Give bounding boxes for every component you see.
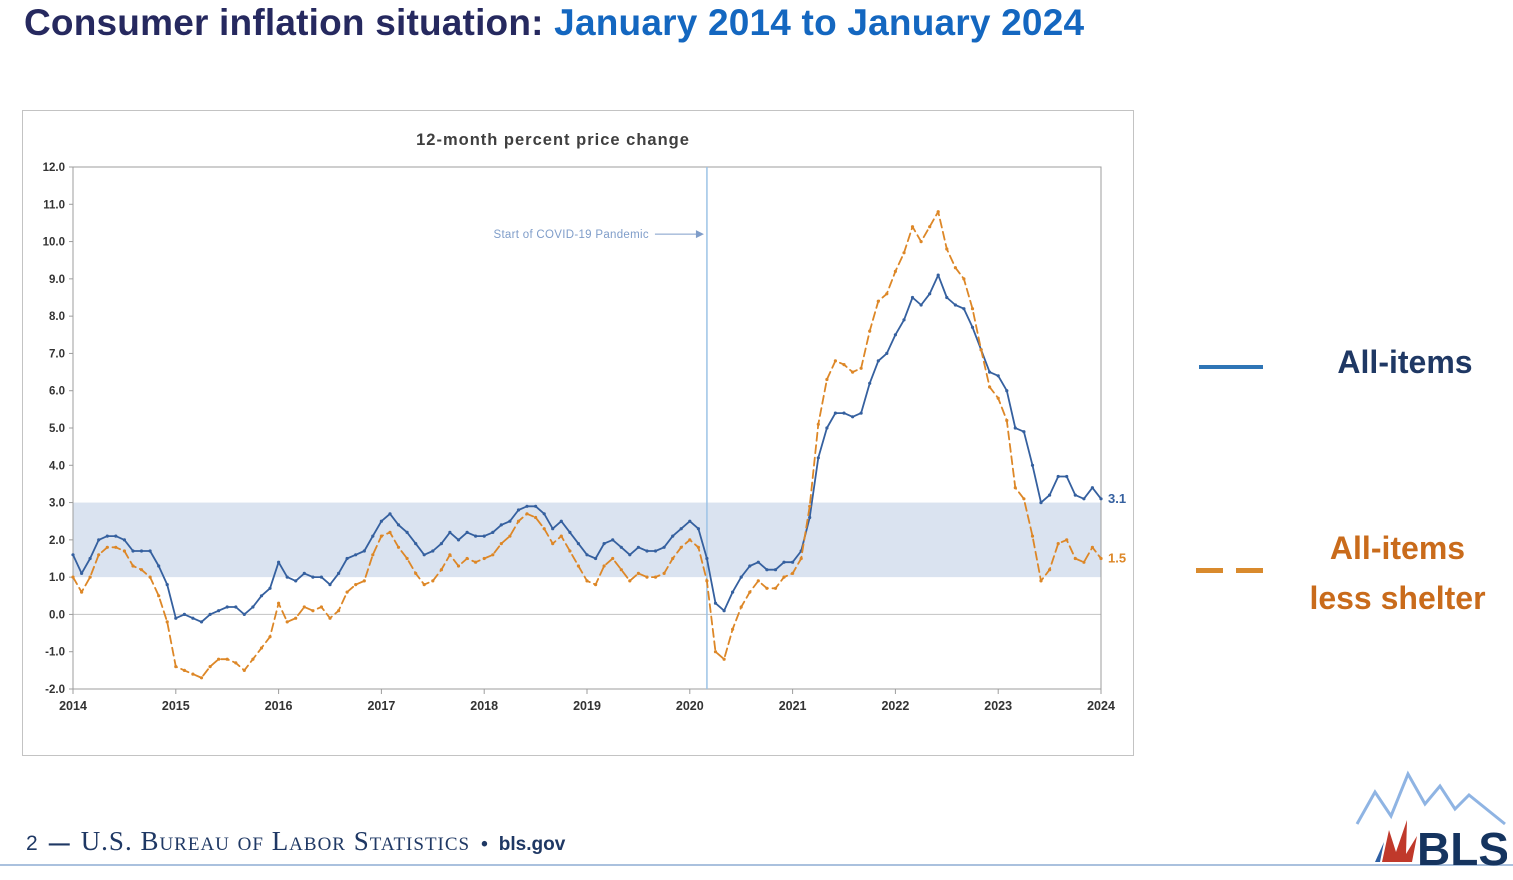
annotation-arrow-head bbox=[695, 230, 704, 239]
reference-band bbox=[73, 502, 1101, 578]
x-tick-label: 2014 bbox=[59, 699, 87, 713]
series-end-label: 3.1 bbox=[1108, 491, 1126, 506]
page-title: Consumer inflation situation: January 20… bbox=[24, 2, 1084, 44]
page-title-date-range: January 2014 to January 2024 bbox=[554, 2, 1085, 43]
logo-star-red bbox=[1382, 820, 1417, 862]
footer: 2 — U.S. Bureau of Labor Statistics • bl… bbox=[26, 826, 565, 857]
y-tick-label: 1.0 bbox=[49, 572, 65, 584]
x-tick-label: 2024 bbox=[1087, 699, 1115, 713]
x-tick-label: 2015 bbox=[162, 699, 190, 713]
logo-text: BLS bbox=[1417, 823, 1507, 870]
y-tick-label: 2.0 bbox=[49, 535, 65, 547]
y-tick-label: 11.0 bbox=[43, 199, 65, 211]
legend-less-shelter-line2: less shelter bbox=[1309, 579, 1486, 616]
x-axis: 2014 2015 2016 2017 2018 2019 2020 2021 2022 2023… bbox=[59, 689, 1115, 713]
y-tick-label: 3.0 bbox=[49, 498, 65, 510]
y-tick-label: 8.0 bbox=[49, 311, 65, 323]
x-tick-label: 2017 bbox=[367, 699, 395, 713]
x-tick-label: 2022 bbox=[881, 699, 909, 713]
covid-annotation-text: Start of COVID-19 Pandemic bbox=[493, 229, 648, 241]
chart-panel: 12-month percent price change 12.0 11.0 10… bbox=[22, 110, 1134, 756]
dash-segment bbox=[1236, 568, 1263, 573]
x-tick-label: 2019 bbox=[573, 699, 601, 713]
bls-logo: BLS bbox=[1355, 770, 1507, 870]
y-tick-label: 12.0 bbox=[43, 162, 65, 174]
slide-page-number: 2 bbox=[26, 832, 38, 855]
logo-star-blue bbox=[1375, 842, 1384, 862]
less-shelter-dash-swatch bbox=[1196, 568, 1263, 573]
covid-annotation: Start of COVID-19 Pandemic bbox=[493, 229, 704, 241]
all-items-line-swatch bbox=[1199, 365, 1263, 369]
y-tick-label: -1.0 bbox=[45, 647, 65, 659]
chart-title: 12-month percent price change bbox=[416, 131, 690, 149]
series-all-items: 3.1 bbox=[71, 273, 1126, 624]
x-tick-label: 2020 bbox=[676, 699, 704, 713]
logo-zigzag-line bbox=[1355, 770, 1506, 826]
y-tick-label: 4.0 bbox=[49, 460, 65, 472]
y-tick-label: 9.0 bbox=[49, 274, 65, 286]
y-tick-label: -2.0 bbox=[45, 684, 65, 696]
series-all-items-less-shelter: 1.5 bbox=[71, 210, 1126, 680]
footer-bullet: • bbox=[481, 834, 488, 855]
legend-less-shelter-line1: All-items bbox=[1329, 530, 1466, 566]
y-axis: 12.0 11.0 10.0 9.0 8.0 7.0 6.0 5.0 4.0 3.0 2.0 1.0 0… bbox=[43, 162, 73, 696]
series-end-label: 1.5 bbox=[1108, 551, 1126, 566]
inflation-chart: 12.0 11.0 10.0 9.0 8.0 7.0 6.0 5.0 4.0 3.0 2.0 1.0 0… bbox=[43, 162, 1126, 713]
y-tick-label: 5.0 bbox=[49, 423, 65, 435]
legend-all-items-label: All-items bbox=[1337, 344, 1473, 380]
y-tick-label: 6.0 bbox=[49, 386, 65, 398]
page-title-prefix: Consumer inflation situation: bbox=[24, 2, 555, 43]
y-tick-label: 7.0 bbox=[49, 348, 65, 360]
footer-dash: — bbox=[48, 832, 70, 855]
dash-segment bbox=[1196, 568, 1223, 573]
footer-org-name: U.S. Bureau of Labor Statistics bbox=[80, 826, 471, 856]
footer-website: bls.gov bbox=[498, 834, 566, 855]
footer-divider bbox=[0, 864, 1513, 866]
x-tick-label: 2016 bbox=[265, 699, 293, 713]
y-tick-label: 0.0 bbox=[49, 609, 65, 621]
x-tick-label: 2023 bbox=[984, 699, 1012, 713]
legend-less-shelter-label: All-items less shelter bbox=[1285, 524, 1510, 623]
x-tick-label: 2018 bbox=[470, 699, 498, 713]
x-tick-label: 2021 bbox=[779, 699, 807, 713]
y-tick-label: 10.0 bbox=[43, 237, 65, 249]
